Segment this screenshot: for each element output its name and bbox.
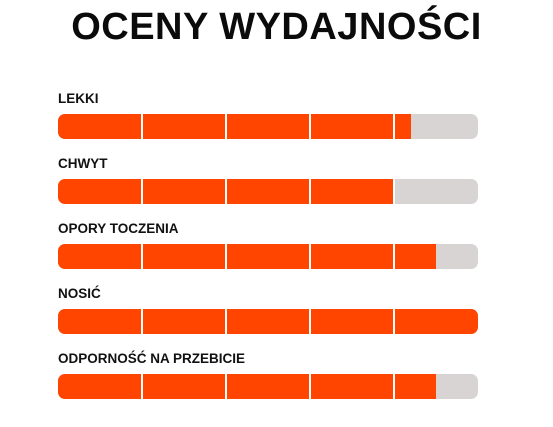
bar-segment-divider (309, 244, 311, 269)
bar-segment-divider (141, 374, 143, 399)
rating-bar (58, 114, 478, 139)
bar-segment-divider (141, 244, 143, 269)
bar-segment-divider (393, 179, 395, 204)
bar-segment-divider (393, 114, 395, 139)
performance-ratings-list: LEKKI CHWYT OPORY TOCZENIA NOSIĆ ODPORNO… (58, 90, 478, 415)
rating-label: LEKKI (58, 91, 99, 106)
rating-bar-fill (58, 114, 411, 139)
rating-bar (58, 179, 478, 204)
bar-segment-divider (141, 309, 143, 334)
bar-segment-divider (225, 374, 227, 399)
rating-lekki: LEKKI (58, 90, 478, 155)
bar-segment-divider (141, 114, 143, 139)
bar-segment-divider (393, 244, 395, 269)
bar-segment-divider (393, 309, 395, 334)
bar-segment-divider (225, 179, 227, 204)
rating-odpornosc-na-przebicie: ODPORNOŚĆ NA PRZEBICIE (58, 350, 478, 415)
rating-bar-fill (58, 309, 478, 334)
rating-opory-toczenia: OPORY TOCZENIA (58, 220, 478, 285)
rating-chwyt: CHWYT (58, 155, 478, 220)
bar-segment-divider (393, 374, 395, 399)
bar-segment-divider (309, 114, 311, 139)
bar-segment-divider (225, 114, 227, 139)
rating-bar (58, 309, 478, 334)
page-title: OCENY WYDAJNOŚCI (71, 6, 482, 48)
rating-label: OPORY TOCZENIA (58, 221, 179, 236)
bar-segment-divider (141, 179, 143, 204)
rating-bar (58, 244, 478, 269)
bar-segment-divider (225, 309, 227, 334)
rating-label: ODPORNOŚĆ NA PRZEBICIE (58, 351, 246, 366)
rating-bar-fill (58, 374, 436, 399)
bar-segment-divider (309, 374, 311, 399)
rating-label: CHWYT (58, 156, 108, 171)
bar-segment-divider (309, 309, 311, 334)
rating-nosic: NOSIĆ (58, 285, 478, 350)
bar-segment-divider (225, 244, 227, 269)
rating-label: NOSIĆ (58, 286, 101, 301)
rating-bar (58, 374, 478, 399)
bar-segment-divider (309, 179, 311, 204)
rating-bar-fill (58, 244, 436, 269)
